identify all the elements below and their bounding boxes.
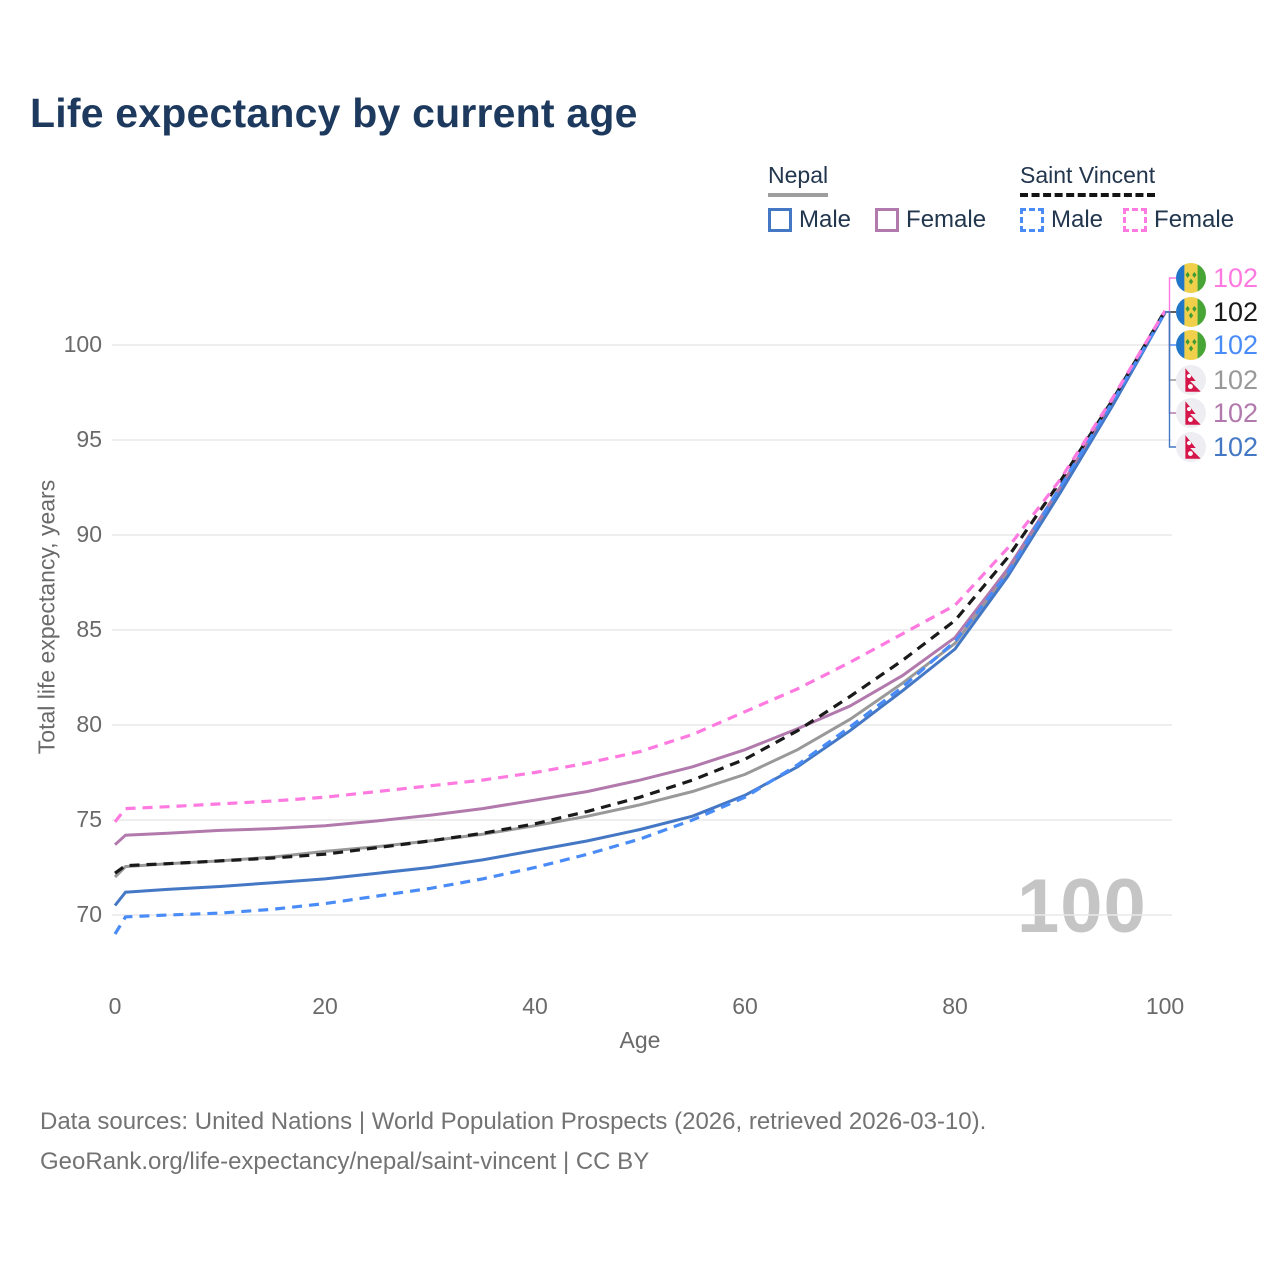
legend-country-saint-vincent[interactable]: Saint Vincent — [1020, 162, 1156, 197]
page-title: Life expectancy by current age — [30, 90, 638, 136]
nepal-flag-icon — [1176, 398, 1206, 428]
saint-vincent-flag-icon — [1176, 297, 1206, 327]
x-tick-20: 20 — [312, 993, 338, 1019]
age-watermark: 100 — [1017, 864, 1147, 949]
series-line-saint-vincent-female — [113, 309, 1167, 823]
end-label-sv-total: 102 — [1176, 295, 1258, 329]
legend-item-nepal-female[interactable]: Female — [875, 206, 986, 234]
series-line-saint-vincent-total — [114, 309, 1167, 875]
series-line-nepal-male — [113, 311, 1167, 907]
nepal-female-swatch-icon — [875, 208, 900, 232]
end-label-nepal-male: 102 — [1176, 430, 1258, 464]
y-tick-100: 100 — [63, 331, 102, 357]
saint-vincent-flag-icon — [1176, 263, 1206, 293]
y-tick-95: 95 — [76, 426, 102, 452]
nepal-male-swatch-icon — [768, 208, 792, 232]
legend-country-nepal[interactable]: Nepal — [768, 162, 829, 197]
x-tick-40: 40 — [522, 993, 548, 1019]
y-tick-80: 80 — [76, 711, 102, 737]
legend-item-sv-male[interactable]: Male — [1020, 206, 1103, 234]
leader-line — [1165, 277, 1176, 313]
legend-item-sv-female[interactable]: Female — [1123, 206, 1234, 234]
series-line-nepal-total — [113, 311, 1167, 879]
series-line-nepal-female — [113, 311, 1167, 846]
sv-female-swatch-icon — [1123, 208, 1148, 232]
end-label-nepal-total: 102 — [1176, 363, 1258, 397]
series-line-saint-vincent-male — [113, 311, 1167, 935]
legend-item-nepal-male[interactable]: Male — [768, 206, 851, 234]
x-tick-60: 60 — [732, 993, 758, 1019]
nepal-flag-icon — [1176, 432, 1206, 462]
x-tick-100: 100 — [1145, 993, 1185, 1019]
leader-line — [1165, 311, 1176, 346]
x-tick-0: 0 — [108, 993, 122, 1019]
saint-vincent-flag-icon — [1176, 330, 1206, 360]
end-label-nepal-female: 102 — [1176, 396, 1258, 430]
leader-line — [1165, 311, 1176, 381]
legend-group-saint-vincent: Saint Vincent Male Female — [1020, 162, 1234, 234]
data-sources-text: Data sources: United Nations | World Pop… — [40, 1108, 987, 1135]
y-tick-85: 85 — [76, 616, 102, 642]
y-tick-70: 70 — [76, 901, 102, 927]
sv-male-swatch-icon — [1020, 208, 1044, 232]
end-label-sv-female: 102 — [1176, 261, 1258, 295]
y-tick-90: 90 — [76, 521, 102, 547]
leader-line — [1165, 311, 1176, 448]
attribution-text: GeoRank.org/life-expectancy/nepal/saint-… — [40, 1148, 650, 1175]
leader-line — [1165, 311, 1176, 414]
x-axis-title: Age — [619, 1027, 661, 1053]
x-tick-80: 80 — [942, 993, 968, 1019]
nepal-flag-icon — [1176, 365, 1206, 395]
y-tick-75: 75 — [76, 806, 102, 832]
end-label-sv-male: 102 — [1176, 328, 1258, 362]
legend-group-nepal: Nepal Male Female — [768, 162, 986, 234]
